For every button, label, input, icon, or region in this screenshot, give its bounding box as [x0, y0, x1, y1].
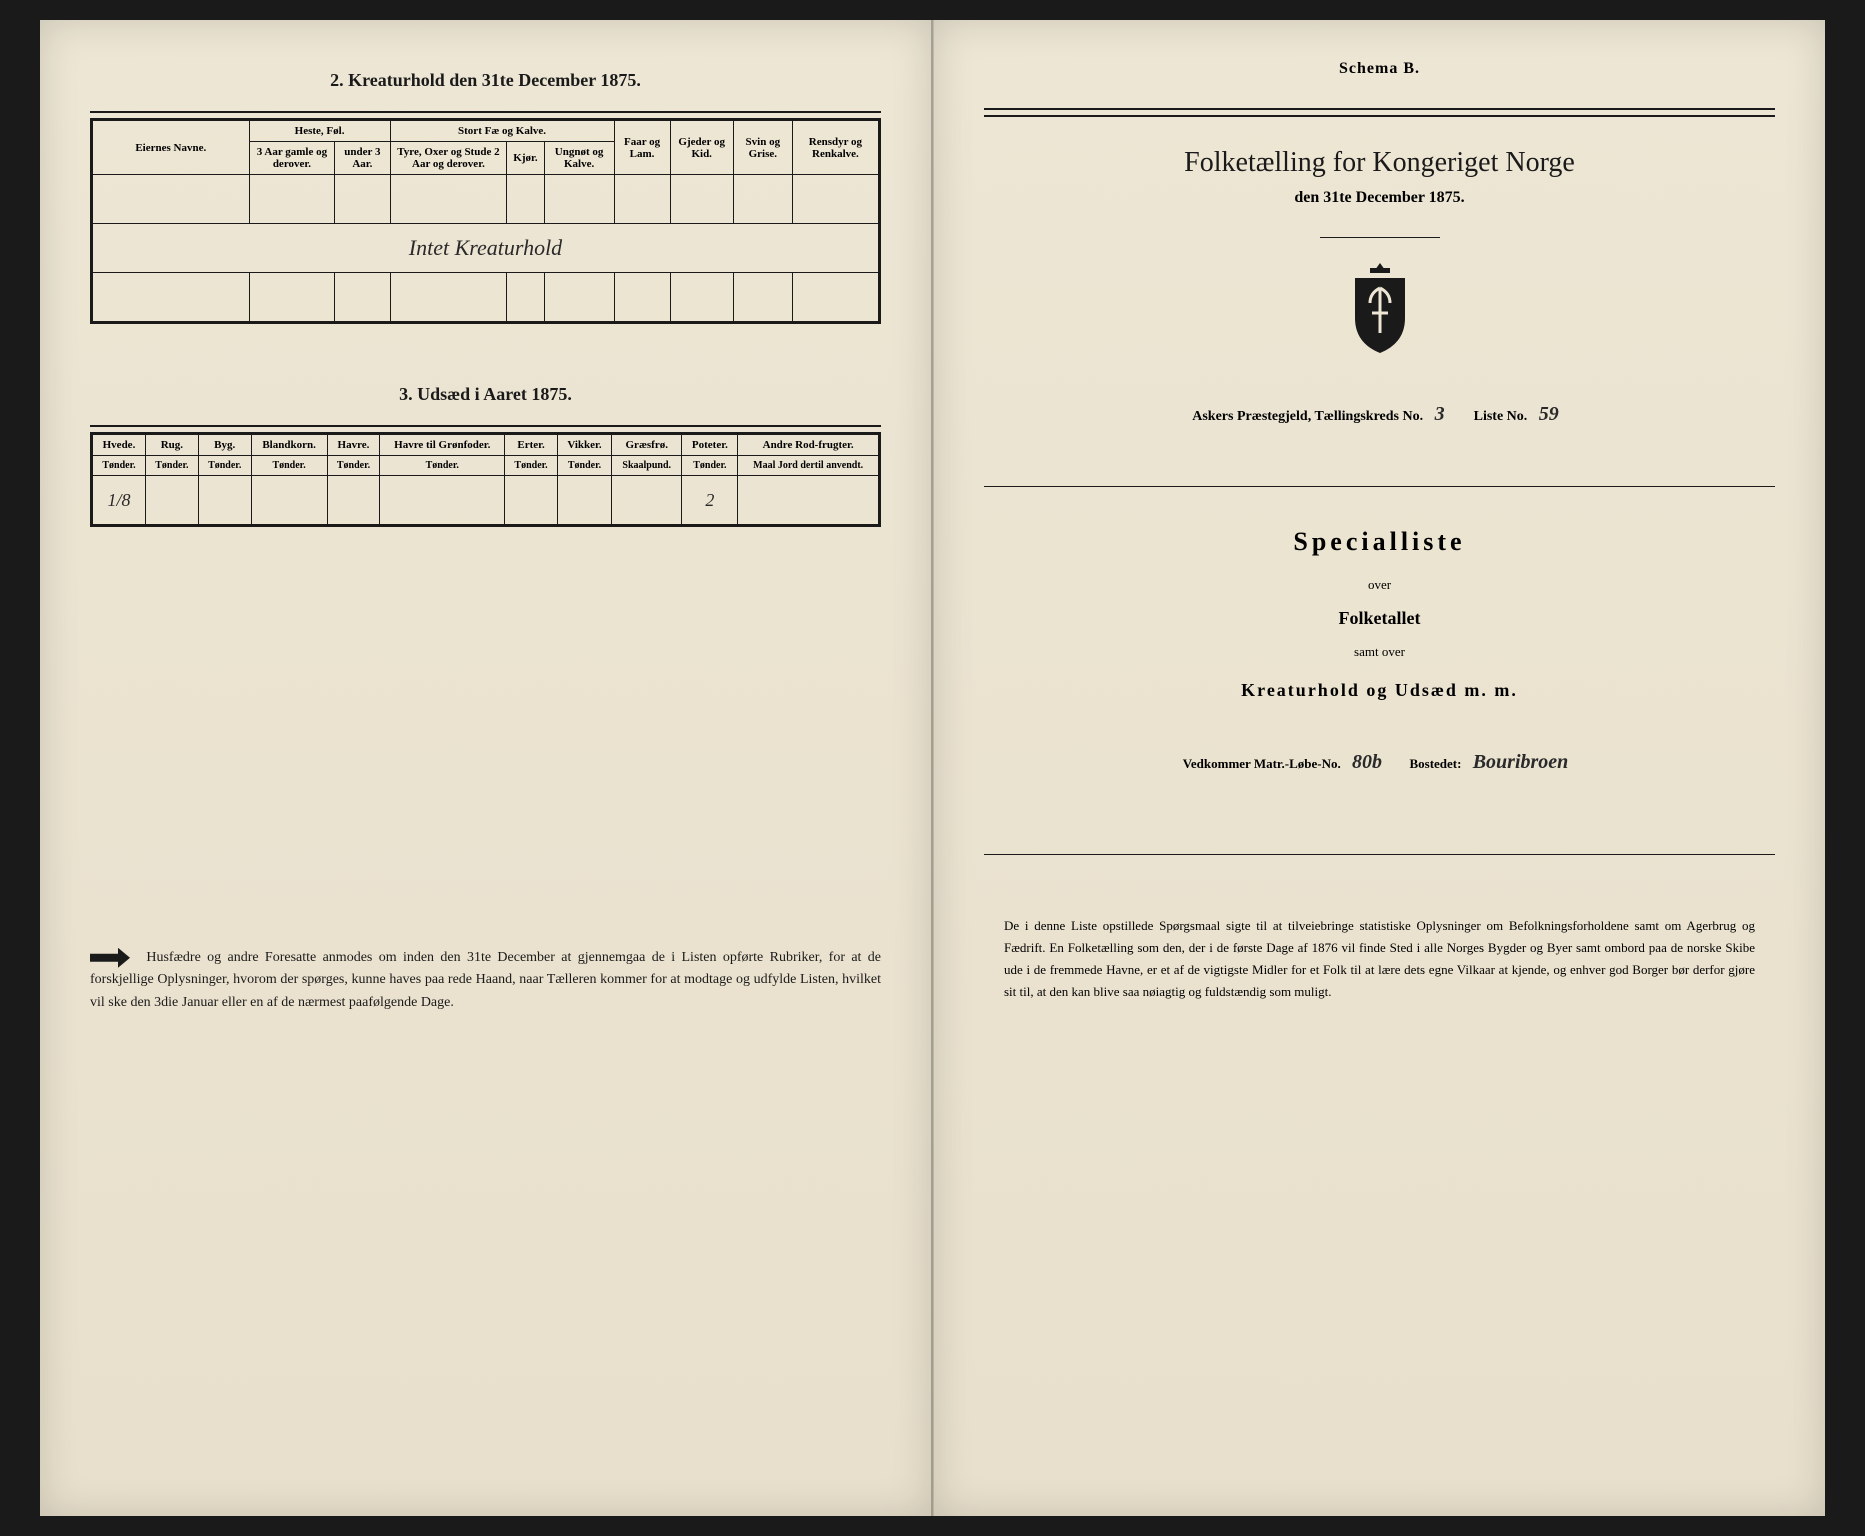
col-header: Blandkorn. [251, 434, 327, 456]
right-footer: De i denne Liste opstillede Spørgsmaal s… [984, 915, 1775, 1003]
col-header: Andre Rod-frugter. [738, 434, 880, 456]
schema-label: Schema B. [984, 60, 1775, 78]
samt-over-label: samt over [984, 644, 1775, 660]
kreds-number: 3 [1427, 403, 1453, 425]
col-gjeder: Gjeder og Kid. [670, 120, 733, 175]
col-subheader: Tønder. [92, 456, 146, 476]
section2-title: 2. Kreaturhold den 31te December 1875. [90, 70, 881, 91]
col-subheader: Tønder. [380, 456, 505, 476]
col-subheader: Tønder. [682, 456, 738, 476]
cell: 1/8 [92, 476, 146, 526]
col-eiernes: Eiernes Navne. [92, 120, 250, 175]
col-stort3: Ungnøt og Kalve. [544, 142, 614, 175]
divider [984, 115, 1775, 117]
col-subheader: Skaalpund. [612, 456, 682, 476]
col-stort2: Kjør. [507, 142, 544, 175]
matr-number: 80b [1344, 751, 1390, 773]
pointing-hand-icon [90, 948, 130, 968]
cell [327, 476, 380, 526]
col-header: Rug. [145, 434, 198, 456]
col-subheader: Tønder. [557, 456, 611, 476]
col-header: Erter. [505, 434, 558, 456]
divider [1320, 237, 1440, 238]
col-stort: Stort Fæ og Kalve. [390, 120, 614, 142]
table-row: 1/8 2 [92, 476, 880, 526]
cell [612, 476, 682, 526]
folketallet-label: Folketallet [984, 608, 1775, 629]
left-footer: Husfædre og andre Foresatte anmodes om i… [90, 947, 881, 1014]
table-row [92, 175, 880, 224]
vedkommer-label: Vedkommer Matr.-Løbe-No. [1183, 756, 1341, 771]
bosted-name: Bouribroen [1465, 751, 1577, 773]
date-line: den 31te December 1875. [984, 189, 1775, 207]
col-subheader: Tønder. [251, 456, 327, 476]
col-header: Hvede. [92, 434, 146, 456]
col-subheader: Tønder. [198, 456, 251, 476]
section3-title: 3. Udsæd i Aaret 1875. [90, 384, 881, 405]
table-kreaturhold: Eiernes Navne. Heste, Føl. Stort Fæ og K… [90, 118, 881, 324]
col-subheader: Tønder. [327, 456, 380, 476]
table-udsaed: Hvede.Rug.Byg.Blandkorn.Havre.Havre til … [90, 432, 881, 527]
cell [557, 476, 611, 526]
book-spread: 2. Kreaturhold den 31te December 1875. E… [0, 0, 1865, 1536]
fillin-line: Askers Præstegjeld, Tællingskreds No. 3 … [984, 403, 1775, 426]
cell [198, 476, 251, 526]
col-header: Byg. [198, 434, 251, 456]
cell [738, 476, 880, 526]
col-rensdyr: Rensdyr og Renkalve. [792, 120, 879, 175]
col-subheader: Tønder. [145, 456, 198, 476]
col-subheader: Maal Jord dertil anvendt. [738, 456, 880, 476]
cell [145, 476, 198, 526]
col-header: Poteter. [682, 434, 738, 456]
table-row: Intet Kreaturhold [92, 224, 880, 273]
col-heste1: 3 Aar gamle og derover. [249, 142, 335, 175]
footer-text: Husfædre og andre Foresatte anmodes om i… [90, 950, 881, 1010]
col-heste: Heste, Føl. [249, 120, 390, 142]
bostedet-label: Bostedet: [1409, 756, 1461, 771]
divider [984, 486, 1775, 487]
bosted-line: Vedkommer Matr.-Løbe-No. 80b Bostedet: B… [984, 751, 1775, 774]
col-header: Havre til Grønfoder. [380, 434, 505, 456]
main-title: Folketælling for Kongeriget Norge [984, 147, 1775, 179]
divider [90, 425, 881, 427]
liste-number: 59 [1531, 403, 1567, 425]
left-page: 2. Kreaturhold den 31te December 1875. E… [40, 20, 933, 1516]
col-header: Græsfrø. [612, 434, 682, 456]
liste-label: Liste No. [1474, 409, 1528, 424]
col-subheader: Tønder. [505, 456, 558, 476]
cell [505, 476, 558, 526]
col-heste2: under 3 Aar. [335, 142, 390, 175]
prestegjeld-label: Askers Præstegjeld, Tællingskreds No. [1192, 409, 1423, 424]
right-page: Schema B. Folketælling for Kongeriget No… [933, 20, 1825, 1516]
divider [984, 108, 1775, 110]
col-faar: Faar og Lam. [614, 120, 670, 175]
divider [984, 854, 1775, 855]
col-stort1: Tyre, Oxer og Stude 2 Aar og derover. [390, 142, 507, 175]
cell [251, 476, 327, 526]
col-header: Vikker. [557, 434, 611, 456]
table-row [92, 273, 880, 323]
over-label: over [984, 577, 1775, 593]
cell [380, 476, 505, 526]
divider [90, 111, 881, 113]
kreatur-line: Kreaturhold og Udsæd m. m. [984, 680, 1775, 701]
col-header: Havre. [327, 434, 380, 456]
cell: 2 [682, 476, 738, 526]
specialliste-title: Specialliste [984, 527, 1775, 557]
handwritten-note: Intet Kreaturhold [92, 224, 880, 273]
coat-of-arms-icon [984, 258, 1775, 363]
col-svin: Svin og Grise. [733, 120, 792, 175]
